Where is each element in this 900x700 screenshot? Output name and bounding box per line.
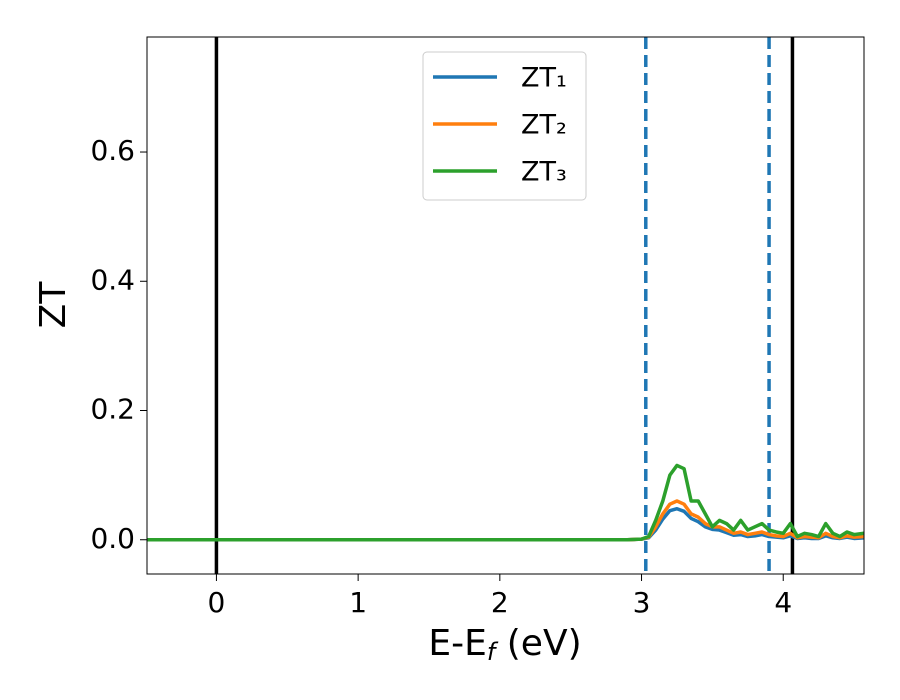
series-line — [147, 499, 864, 542]
x-tick-label: 2 — [491, 586, 509, 619]
x-tick-label: 0 — [208, 586, 226, 619]
x-tick-label: 4 — [774, 586, 792, 619]
legend-box — [422, 51, 587, 201]
series-line — [147, 463, 864, 542]
x-axis-label: E-Ef (eV) — [428, 623, 581, 666]
x-label-main: E-E — [428, 623, 486, 664]
y-axis-label: ZT — [33, 281, 74, 329]
plot-area — [147, 37, 864, 574]
legend-label: ZT₃ — [521, 157, 567, 188]
y-tick-label: 0.4 — [90, 263, 135, 296]
x-tick-label: 3 — [633, 586, 651, 619]
y-tick-label: 0.0 — [90, 522, 135, 555]
plot-frame — [146, 36, 865, 575]
legend-label: ZT₂ — [521, 110, 567, 141]
x-label-rest: (eV) — [495, 623, 581, 664]
y-tick-label: 0.2 — [90, 393, 135, 426]
y-tick-label: 0.6 — [90, 134, 135, 167]
legend-label: ZT₁ — [521, 63, 567, 94]
x-tick-label: 1 — [349, 586, 367, 619]
